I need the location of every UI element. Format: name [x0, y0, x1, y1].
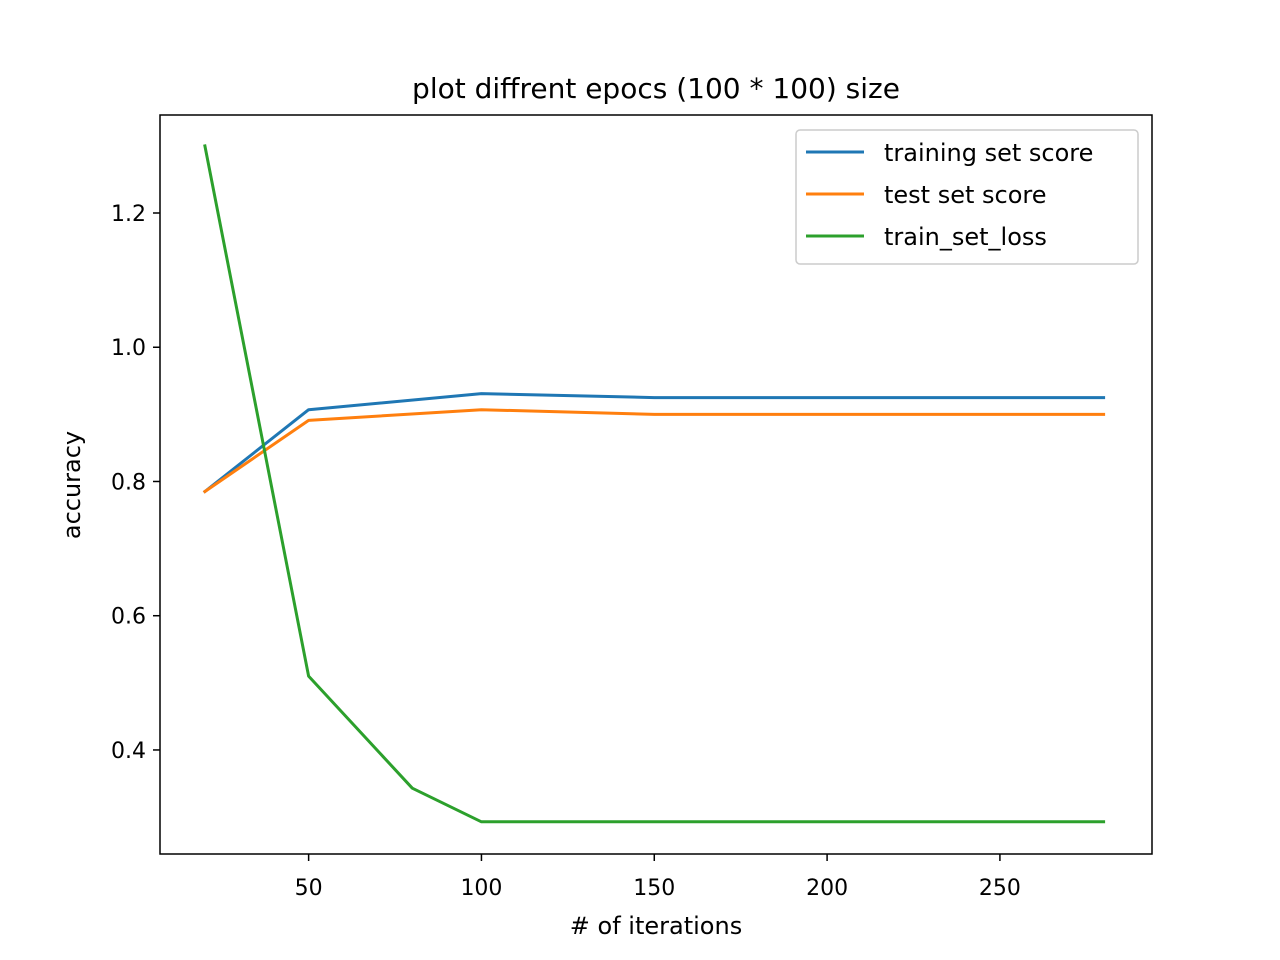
x-tick-label: 200 — [806, 876, 848, 901]
y-axis-label: accuracy — [58, 431, 86, 539]
y-tick-label: 0.8 — [111, 470, 146, 495]
y-tick-label: 1.2 — [111, 202, 146, 227]
plot-frame — [159, 114, 1153, 855]
legend-box — [795, 129, 1139, 265]
legend-label-0: training set score — [884, 139, 1093, 167]
series-layer — [202, 144, 1106, 824]
y-tick-label: 0.4 — [111, 739, 146, 764]
legend: training set score test set score train_se… — [795, 129, 1139, 265]
x-axis-ticks: 50 100 150 200 250 — [295, 854, 1021, 901]
series-line-1 — [202, 408, 1106, 494]
y-tick-label: 1.0 — [111, 336, 146, 361]
chart-title: plot diffrent epocs (100 * 100) size — [412, 72, 900, 105]
x-tick-label: 150 — [633, 876, 675, 901]
y-axis-ticks: 0.4 0.6 0.8 1.0 1.2 — [111, 202, 160, 764]
y-tick-label: 0.6 — [111, 605, 146, 630]
x-tick-label: 50 — [295, 876, 323, 901]
x-tick-label: 100 — [460, 876, 502, 901]
legend-label-2: train_set_loss — [884, 223, 1047, 251]
legend-label-1: test set score — [884, 181, 1047, 209]
x-tick-label: 250 — [979, 876, 1021, 901]
series-line-2 — [203, 144, 1106, 824]
x-axis-label: # of iterations — [570, 912, 742, 940]
series-line-0 — [202, 392, 1106, 494]
